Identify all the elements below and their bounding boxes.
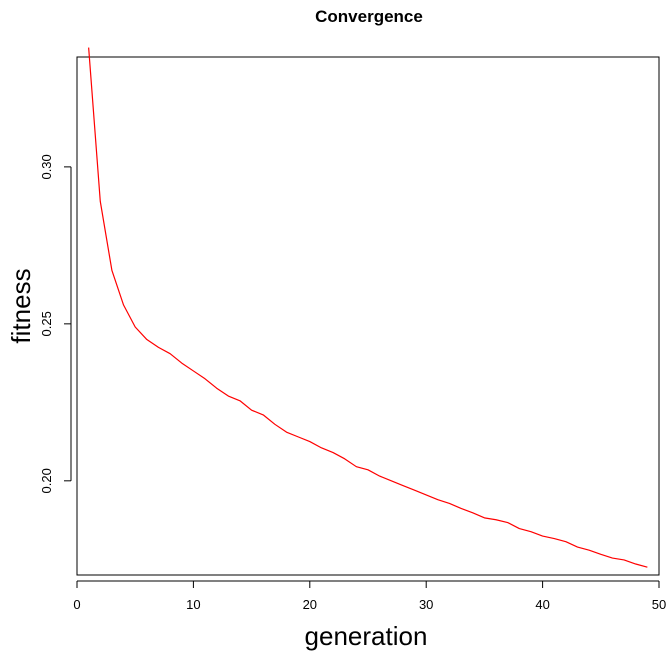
y-axis-label: fitness [6, 268, 36, 343]
x-tick-label: 10 [186, 597, 200, 612]
x-tick-label: 0 [73, 597, 80, 612]
y-axis: 0.20 0.25 0.30 [39, 154, 72, 493]
x-tick-label: 40 [535, 597, 549, 612]
chart-title: Convergence [315, 7, 423, 26]
x-tick-label: 50 [652, 597, 666, 612]
series-line [88, 47, 648, 568]
x-axis-label: generation [305, 621, 428, 651]
y-tick-label: 0.20 [39, 468, 54, 493]
y-tick-label: 0.25 [39, 311, 54, 336]
x-tick-label: 20 [303, 597, 317, 612]
x-axis: 0 10 20 30 40 50 [73, 580, 666, 612]
plot-frame [76, 56, 660, 576]
series-layer [88, 47, 648, 568]
y-tick-label: 0.30 [39, 154, 54, 179]
x-tick-label: 30 [419, 597, 433, 612]
